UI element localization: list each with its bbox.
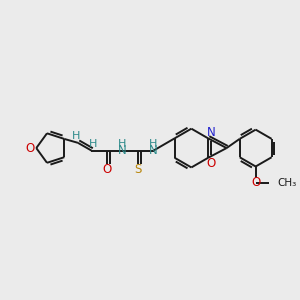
Text: O: O	[251, 176, 260, 190]
Text: H: H	[149, 139, 158, 149]
Text: O: O	[102, 164, 112, 176]
Text: H: H	[72, 131, 80, 141]
Text: N: N	[207, 126, 215, 139]
Text: N: N	[149, 144, 158, 157]
Text: CH₃: CH₃	[277, 178, 296, 188]
Text: O: O	[26, 142, 35, 154]
Text: S: S	[134, 164, 142, 176]
Text: N: N	[118, 144, 127, 157]
Text: H: H	[89, 139, 98, 149]
Text: H: H	[118, 139, 127, 149]
Text: O: O	[206, 157, 216, 170]
